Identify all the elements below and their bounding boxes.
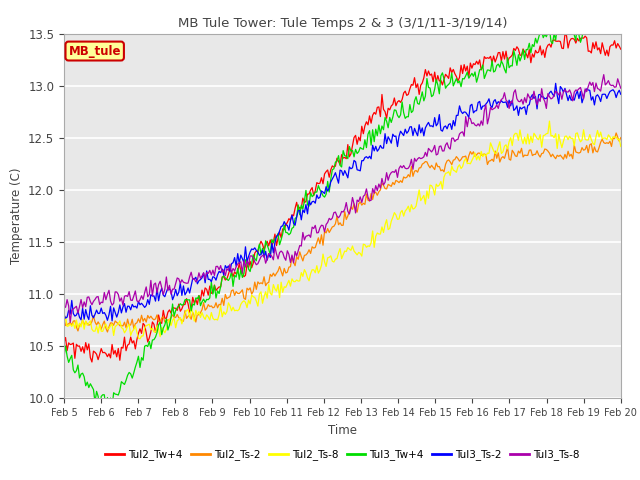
Tul2_Ts-2 [588, 141, 595, 146]
Tul3_Tw+4 [588, 15, 595, 21]
Tul2_Tw+4 [228, 269, 236, 275]
Tul3_Ts-8 [67, 320, 74, 325]
Tul3_Ts-2 [246, 249, 254, 255]
Tul2_Tw+4 [88, 359, 96, 365]
Text: MB_tule: MB_tule [68, 45, 121, 58]
Y-axis label: Temperature (C): Temperature (C) [10, 168, 22, 264]
X-axis label: Time: Time [328, 424, 357, 437]
Tul2_Ts-8 [255, 291, 263, 297]
Line: Tul3_Ts-8: Tul3_Ts-8 [64, 74, 621, 323]
Tul2_Ts-2 [617, 135, 625, 141]
Tul3_Ts-2 [108, 318, 116, 324]
Tul2_Ts-8 [129, 328, 136, 334]
Tul3_Ts-2 [228, 261, 236, 266]
Tul2_Tw+4 [60, 340, 68, 346]
Tul3_Ts-2 [255, 252, 263, 258]
Tul2_Ts-2 [60, 315, 68, 321]
Tul2_Ts-2 [246, 285, 254, 291]
Tul2_Ts-2 [305, 247, 313, 252]
Tul3_Ts-8 [255, 257, 263, 263]
Tul2_Ts-8 [617, 144, 625, 149]
Tul3_Ts-8 [588, 83, 595, 88]
Tul3_Ts-8 [600, 72, 607, 77]
Tul2_Tw+4 [130, 338, 138, 344]
Tul3_Ts-2 [130, 304, 138, 310]
Tul3_Tw+4 [130, 370, 138, 376]
Tul3_Tw+4 [246, 269, 254, 275]
Tul2_Tw+4 [255, 242, 263, 248]
Title: MB Tule Tower: Tule Temps 2 & 3 (3/1/11-3/19/14): MB Tule Tower: Tule Temps 2 & 3 (3/1/11-… [178, 17, 507, 30]
Legend: Tul2_Tw+4, Tul2_Ts-2, Tul2_Ts-8, Tul3_Tw+4, Tul3_Ts-2, Tul3_Ts-8: Tul2_Tw+4, Tul2_Ts-2, Tul2_Ts-8, Tul3_Tw… [101, 445, 584, 464]
Tul3_Ts-2 [589, 94, 596, 100]
Tul2_Ts-8 [305, 278, 313, 284]
Line: Tul2_Ts-2: Tul2_Ts-2 [64, 133, 621, 332]
Tul2_Ts-8 [546, 118, 554, 124]
Tul3_Ts-8 [228, 270, 236, 276]
Tul3_Ts-2 [552, 81, 559, 86]
Tul2_Ts-2 [255, 281, 263, 287]
Tul3_Ts-8 [60, 304, 68, 310]
Tul3_Ts-8 [130, 293, 138, 299]
Tul2_Ts-8 [136, 336, 144, 342]
Tul2_Ts-2 [130, 325, 138, 331]
Tul2_Ts-8 [228, 308, 236, 313]
Tul3_Tw+4 [598, 11, 606, 17]
Tul2_Ts-2 [104, 329, 111, 335]
Tul2_Ts-8 [589, 141, 596, 146]
Tul2_Ts-8 [246, 301, 254, 307]
Tul2_Tw+4 [561, 31, 569, 37]
Tul3_Tw+4 [255, 241, 263, 247]
Tul2_Ts-8 [60, 321, 68, 326]
Line: Tul3_Ts-2: Tul3_Ts-2 [64, 84, 621, 321]
Tul2_Tw+4 [246, 258, 254, 264]
Tul3_Ts-2 [305, 198, 313, 204]
Tul3_Ts-8 [617, 85, 625, 91]
Line: Tul2_Tw+4: Tul2_Tw+4 [64, 34, 621, 362]
Tul2_Ts-2 [612, 130, 620, 136]
Tul3_Ts-2 [60, 312, 68, 317]
Tul3_Ts-8 [246, 253, 254, 259]
Line: Tul3_Tw+4: Tul3_Tw+4 [64, 14, 621, 409]
Tul3_Tw+4 [228, 269, 236, 275]
Tul3_Ts-8 [305, 232, 313, 238]
Tul2_Tw+4 [305, 191, 313, 197]
Tul2_Tw+4 [589, 40, 596, 46]
Tul2_Ts-2 [228, 288, 236, 294]
Tul3_Tw+4 [617, 29, 625, 35]
Tul3_Ts-2 [617, 91, 625, 97]
Tul3_Tw+4 [60, 354, 68, 360]
Tul3_Tw+4 [96, 407, 104, 412]
Tul3_Tw+4 [305, 204, 313, 209]
Tul2_Tw+4 [617, 47, 625, 52]
Line: Tul2_Ts-8: Tul2_Ts-8 [64, 121, 621, 339]
